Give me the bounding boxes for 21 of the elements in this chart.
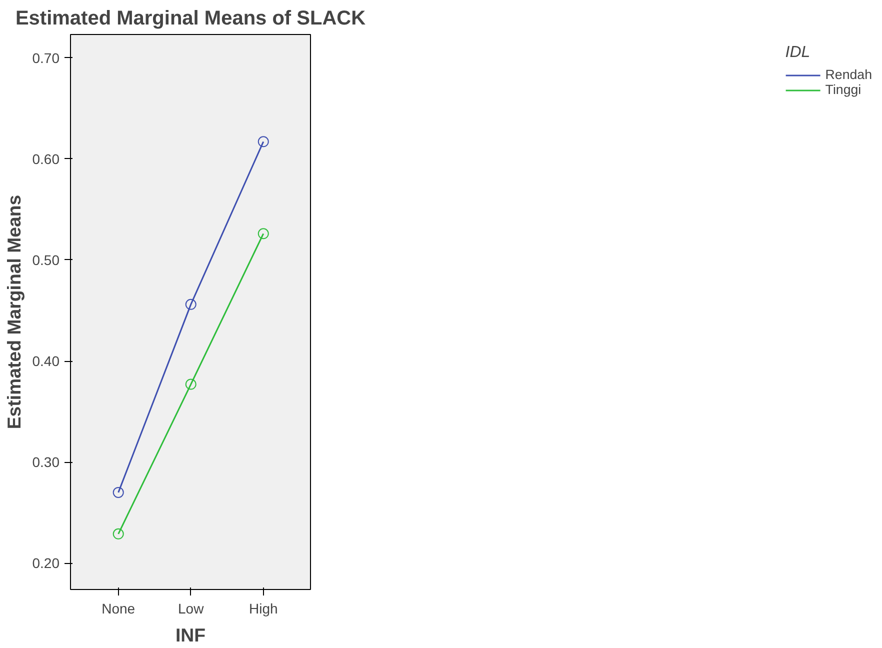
y-tick-label: 0.40 [32,353,60,370]
legend-label: Tinggi [825,82,862,97]
point [112,486,124,498]
y-tick-label: 0.50 [32,252,60,268]
chart-title: Estimated Marginal Means of SLACK [15,8,366,30]
x-tick-label: None [102,600,136,616]
x-tick-label: Low [178,600,205,616]
legend-title: IDL [785,44,812,62]
y-tick-label: 0.60 [32,150,60,167]
legend-label: Rendah [825,67,872,82]
point [185,378,196,390]
x-tick-label: High [248,600,278,616]
y-axis-title: Estimated Marginal Means [3,194,24,430]
point [258,136,269,148]
point [258,228,269,240]
y-tick-label: 0.20 [32,555,60,572]
y-tick-label: 0.30 [32,454,60,470]
x-axis-title: INF [175,624,206,646]
y-tick-label: 0.70 [32,50,60,66]
point [112,528,124,540]
point [185,298,196,310]
